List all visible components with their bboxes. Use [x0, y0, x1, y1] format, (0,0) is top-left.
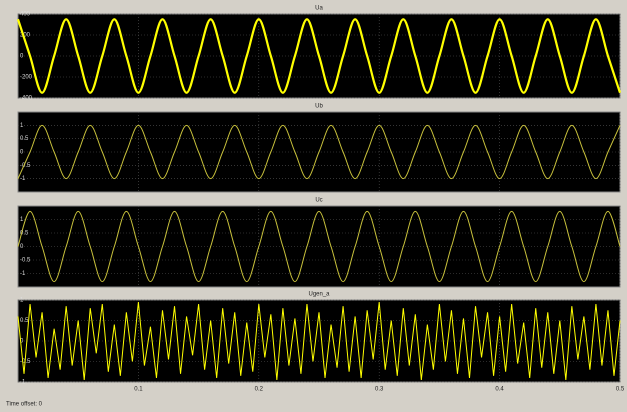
status-text: Time offset: 0 [6, 402, 43, 408]
y-tick-label: 200 [20, 33, 31, 39]
y-tick-label: 1 [20, 123, 24, 129]
panel-title: Ub [315, 104, 323, 110]
y-tick-label: 400 [20, 12, 31, 18]
panel-title: Uc [315, 198, 322, 204]
y-tick-label: 0.5 [20, 318, 29, 324]
panel-title: Ugen_a [308, 292, 330, 298]
signal-line [17, 210, 621, 283]
panel-title: Ua [315, 6, 323, 12]
y-tick-label: 0 [20, 54, 24, 60]
y-tick-label: 0.5 [20, 136, 29, 142]
y-tick-label: -1 [20, 176, 26, 182]
y-tick-label: 1 [20, 217, 24, 223]
y-tick-label: -1 [20, 380, 26, 386]
y-tick-label: 0.5 [20, 231, 29, 237]
y-tick-label: 1 [20, 298, 24, 304]
x-tick-label: 0.4 [495, 387, 504, 393]
y-tick-label: -200 [20, 75, 33, 81]
y-tick-label: 0 [20, 244, 24, 250]
y-tick-label: -0.5 [20, 258, 31, 264]
y-tick-label: -0.5 [20, 163, 31, 169]
signal-line [16, 18, 622, 94]
x-tick-label: 0.2 [255, 387, 264, 393]
signal-line [17, 124, 621, 180]
y-tick-label: 0 [20, 339, 24, 345]
x-tick-label: 0.3 [375, 387, 384, 393]
signal-line [17, 301, 621, 381]
x-tick-label: 0.1 [134, 387, 143, 393]
y-tick-label: 0 [20, 150, 24, 156]
y-tick-label: -1 [20, 271, 26, 277]
x-tick-label: 0.5 [616, 387, 625, 393]
y-tick-label: -400 [20, 96, 33, 102]
